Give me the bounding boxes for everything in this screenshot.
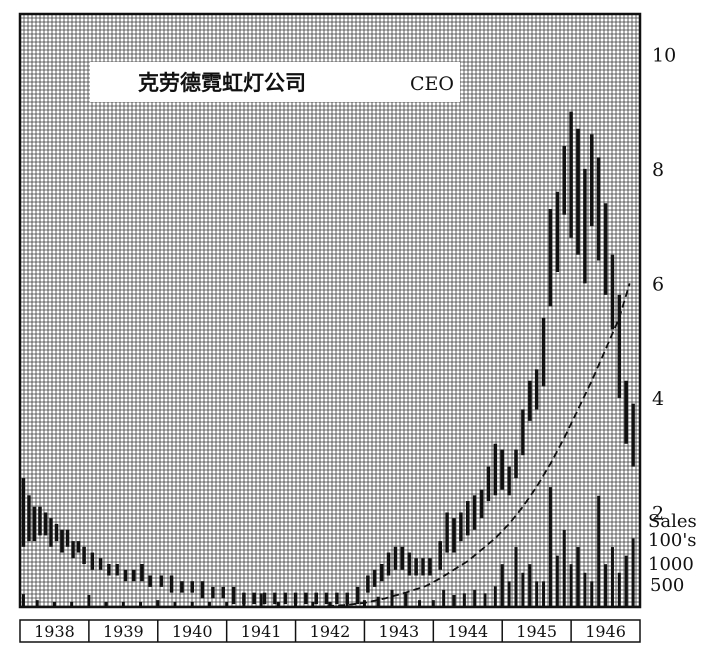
volume-label-sales: Sales: [648, 511, 697, 532]
price-tick-label: 8: [652, 159, 664, 181]
price-tick-label: 4: [652, 388, 664, 410]
year-axis: 1938 1939 1940 1941 1942 1943 1944 1945 1946: [19, 619, 641, 643]
price-tick-label: 6: [652, 273, 664, 295]
year-label: 1940: [172, 622, 213, 641]
year-label: 1942: [310, 622, 351, 641]
volume-label-500: 500: [650, 575, 684, 596]
price-bars: [21, 111, 635, 605]
volume-label-units: 100's: [648, 530, 697, 551]
year-label: 1945: [516, 622, 557, 641]
year-label: 1944: [447, 622, 488, 641]
price-axis: 2 4 6 8 10: [652, 44, 676, 524]
chart-grid: [20, 14, 640, 607]
price-tick-label: 2: [652, 502, 664, 524]
year-axis-frame: [19, 619, 641, 643]
volume-label-1000: 1000: [648, 554, 694, 575]
chart-title: 克劳德霓虹灯公司: [138, 71, 306, 95]
year-label: 1946: [585, 622, 626, 641]
volume-bars: [21, 487, 635, 607]
year-label: 1939: [103, 622, 144, 641]
volume-axis-labels: Sales 100's 1000 500: [648, 511, 697, 596]
year-label: 1943: [379, 622, 420, 641]
title-box: 克劳德霓虹灯公司 CEO: [90, 62, 460, 102]
year-label: 1941: [241, 622, 282, 641]
plot-frame: [18, 12, 642, 609]
chart-title-suffix: CEO: [410, 73, 454, 95]
price-tick-label: 10: [652, 44, 676, 66]
year-label: 1938: [34, 622, 75, 641]
